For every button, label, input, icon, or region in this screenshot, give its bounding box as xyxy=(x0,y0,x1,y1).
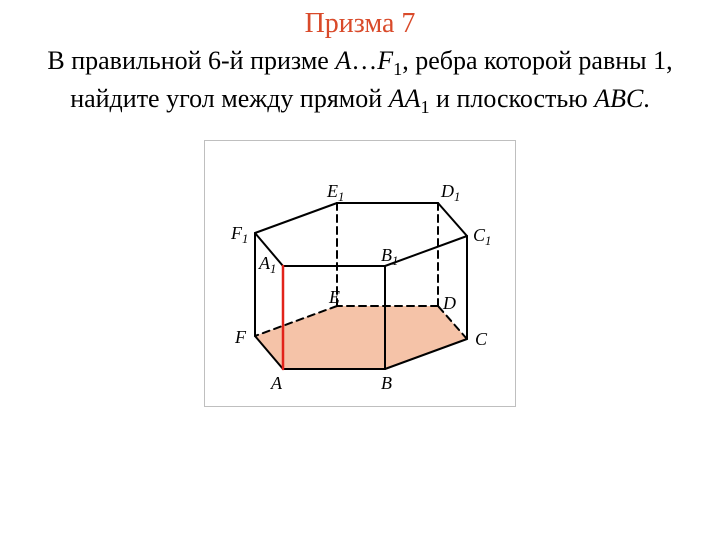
problem-part: , ребра которой равны 1, xyxy=(402,46,672,75)
var-A: A xyxy=(335,46,351,75)
problem-part: . xyxy=(643,84,650,113)
var-AA: AA xyxy=(389,84,421,113)
svg-text:F1: F1 xyxy=(230,223,248,246)
svg-text:C1: C1 xyxy=(473,225,491,248)
sub-1: 1 xyxy=(393,59,402,79)
var-F: F xyxy=(377,46,393,75)
prism-svg: A B CD E F A1 B1 C1 D1 E1 F1 xyxy=(205,141,515,401)
sub-1b: 1 xyxy=(420,97,429,117)
prism-figure: A B CD E F A1 B1 C1 D1 E1 F1 xyxy=(204,140,516,407)
svg-text:B: B xyxy=(381,373,392,393)
title-text: Призма 7 xyxy=(305,8,416,39)
problem-part: найдите угол между прямой xyxy=(70,84,389,113)
problem-part: и плоскостью xyxy=(430,84,595,113)
svg-text:A1: A1 xyxy=(258,253,276,276)
ellipsis: … xyxy=(351,46,377,75)
figure-container: A B CD E F A1 B1 C1 D1 E1 F1 xyxy=(0,140,720,407)
slide-title: Призма 7 xyxy=(0,8,720,40)
svg-text:E: E xyxy=(328,287,340,307)
svg-text:F: F xyxy=(234,327,247,347)
svg-text:B1: B1 xyxy=(381,245,398,268)
svg-text:D: D xyxy=(442,293,456,313)
svg-text:D1: D1 xyxy=(440,181,460,204)
var-ABC: ABC xyxy=(594,84,643,113)
problem-text: В правильной 6-й призме A…F1, ребра кото… xyxy=(20,44,700,120)
svg-text:C: C xyxy=(475,329,488,349)
problem-part: В правильной 6-й призме xyxy=(47,46,335,75)
svg-text:E1: E1 xyxy=(326,181,344,204)
svg-text:A: A xyxy=(270,373,283,393)
